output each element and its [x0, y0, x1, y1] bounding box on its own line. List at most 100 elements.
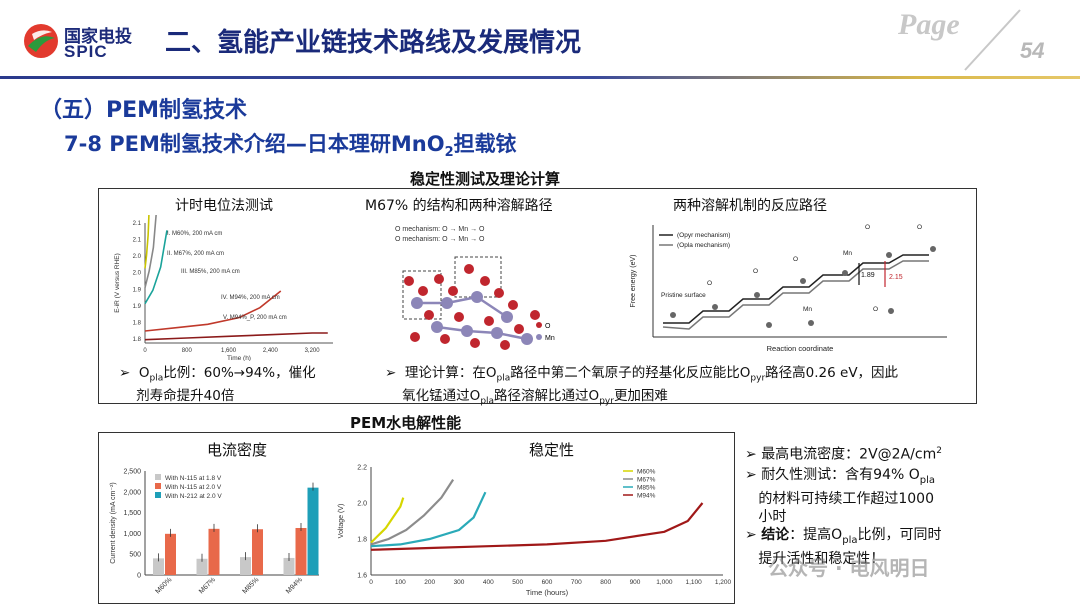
legend-swatch [155, 492, 161, 498]
series-line [144, 215, 157, 288]
current-density-title: 电流密度 [207, 441, 268, 459]
x-axis-label: Time (hours) [526, 588, 569, 597]
bar [283, 557, 295, 575]
y-tick-label: 1.6 [357, 573, 367, 580]
bar [295, 527, 307, 575]
series-line [144, 290, 282, 332]
series-line [370, 497, 405, 544]
stability-title: 稳定性 [529, 441, 575, 459]
spic-logo: 国家电投 SPIC [22, 20, 162, 62]
y-tick-label: 2.1 [133, 238, 142, 244]
y-tick-label: 1.8 [133, 337, 142, 343]
x-tick-label: 0 [369, 579, 373, 586]
box2-heading: PEM水电解性能 [350, 414, 462, 432]
series-line [370, 478, 455, 546]
x-tick-label: M60% [154, 576, 173, 595]
logo-text-en: SPIC [64, 42, 108, 61]
series-line [144, 215, 150, 269]
bar [307, 487, 319, 575]
y-tick-label: 2.0 [133, 271, 142, 277]
y-tick-label: 1.8 [133, 320, 142, 326]
spic-logo-icon [24, 24, 58, 58]
energy-value-2: 2.15 [889, 274, 903, 281]
stability-theory-panel: 计时电位法测试 M67% 的结构和两种溶解路径 两种溶解机制的反应路径 0 800… [98, 188, 977, 406]
bar [252, 529, 263, 575]
page-title: 二、氢能产业链技术路线及发展情况 [165, 28, 582, 58]
series-line [370, 502, 704, 551]
state-label: O [753, 268, 758, 275]
note-theory: ➢ 理论计算：在Opla路径中第二个氧原子的羟基化反应能比Opyr路径高0.26… [385, 365, 899, 407]
y-tick-label: 2.2 [357, 465, 367, 472]
molecule-dot [712, 304, 718, 310]
series-label: II. M67%, 200 mA cm [167, 251, 224, 257]
legend-label: M60% [637, 469, 656, 476]
molecule-dot [888, 308, 894, 314]
x-axis-label: Reaction coordinate [767, 344, 834, 353]
y-tick-label: 2.0 [133, 254, 142, 260]
struct-legend-mn: Mn [545, 335, 555, 342]
x-tick-label: 200 [424, 579, 435, 586]
molecule-dot [930, 246, 936, 252]
y-tick-label: 500 [129, 552, 141, 559]
bar [196, 558, 208, 575]
header: 国家电投 SPIC 二、氢能产业链技术路线及发展情况 Page 54 [0, 0, 1080, 82]
x-tick-label: 500 [512, 579, 523, 586]
box1-heading: 稳定性测试及理论计算 [410, 170, 561, 188]
y-tick-label: 1.8 [357, 537, 367, 544]
molecule-dot [754, 292, 760, 298]
molecule-dot [766, 322, 772, 328]
struct-mech2: O mechanism: O → Mn → O [395, 236, 485, 243]
subtitle: 7-8 PEM制氢技术介绍—日本理研MnO2担载铱 [64, 132, 517, 161]
pathway-title: 两种溶解机制的反应路径 [673, 198, 827, 214]
note-durability: ➢ 耐久性测试：含有94% Opla 的材料可持续工作超过1000 小时 [745, 467, 936, 525]
x-tick-label: 800 [182, 348, 193, 354]
y-tick-label: 1.9 [133, 287, 142, 293]
legend-swatch [155, 474, 161, 480]
series-line [370, 491, 487, 548]
x-tick-label: M94% [285, 576, 304, 595]
state-label: Pristine surface [661, 292, 706, 299]
pem-performance-panel: 电流密度 稳定性 0 500 1,000 1,500 2,000 2,500 Current… [98, 432, 735, 604]
series-line [144, 230, 168, 305]
legend-swatch [155, 483, 161, 489]
y-axis-label: Voltage (V) [338, 504, 345, 539]
logo-text-cn: 国家电投 [64, 27, 132, 47]
molecule-dot [670, 312, 676, 318]
series-line [144, 332, 328, 341]
note-opla-ratio: ➢ Opla比例：60%→94%，催化 剂寿命提升40倍 [119, 365, 316, 404]
series-label: III. M85%, 200 mA cm [181, 269, 240, 275]
structure-title: M67% 的结构和两种溶解路径 [365, 198, 553, 214]
y-tick-label: 1.9 [133, 304, 142, 310]
series-label: IV. M94%, 200 mA cm [221, 295, 280, 301]
page-label: Page [898, 8, 960, 41]
x-tick-label: 2,400 [263, 348, 279, 354]
energy-value-1: 1.89 [861, 272, 875, 279]
x-tick-label: 600 [542, 579, 553, 586]
page-divider-slash [964, 9, 1021, 71]
x-tick-label: M67% [198, 576, 217, 595]
bar [165, 533, 176, 575]
y-tick-label: 0 [137, 573, 141, 580]
x-tick-label: 900 [630, 579, 641, 586]
state-label: O [917, 224, 922, 231]
chronopotentiometry-chart: 0 800 1,600 2,400 3,200 1.8 1.8 1.9 1.9 2.0 2.0 2.1… [114, 215, 333, 361]
x-tick-label: 800 [600, 579, 611, 586]
x-tick-label: 300 [454, 579, 465, 586]
y-tick-label: 2.1 [133, 221, 142, 227]
state-label: Mn [803, 306, 812, 313]
section-title: （五）PEM制氢技术 [40, 98, 248, 123]
y-axis-label: Free energy (eV) [630, 255, 637, 308]
struct-mech1: O mechanism: O → Mn → O [395, 226, 485, 233]
y-tick-label: 2.0 [357, 501, 367, 508]
state-label: O [873, 306, 878, 313]
legend-opla: (Opla mechanism) [677, 242, 730, 249]
molecule-dot [808, 320, 814, 326]
x-tick-label: 1,600 [221, 348, 237, 354]
x-tick-label: 700 [571, 579, 582, 586]
x-axis-label: Time (h) [227, 355, 251, 361]
y-axis-label: E-iR (V versus RHE) [114, 253, 121, 313]
y-tick-label: 1,000 [123, 531, 141, 538]
watermark: 公众号 · 电风明日 [768, 556, 930, 580]
legend-label: M67% [637, 477, 656, 484]
molecule-dot [842, 270, 848, 276]
